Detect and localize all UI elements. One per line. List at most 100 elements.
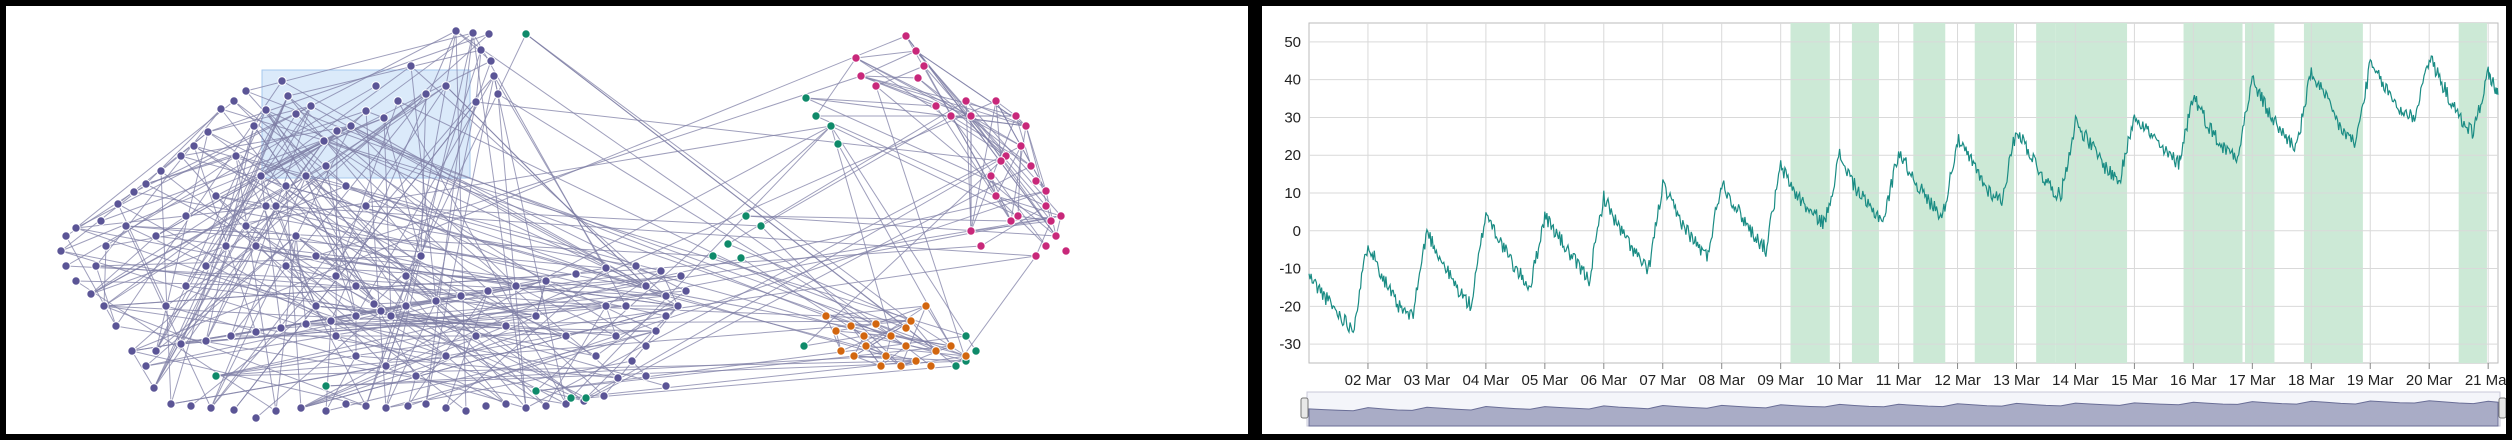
graph-node-purple[interactable] [71,276,81,286]
graph-node-purple[interactable] [641,371,651,381]
graph-node-purple[interactable] [484,29,494,39]
graph-node-green[interactable] [566,393,576,403]
graph-node-purple[interactable] [376,306,386,316]
graph-node-purple[interactable] [229,96,239,106]
graph-node-green[interactable] [723,239,733,249]
graph-node-green[interactable] [531,386,541,396]
graph-node-purple[interactable] [296,403,306,413]
graph-node-purple[interactable] [661,311,671,321]
graph-node-magenta[interactable] [1061,246,1071,256]
graph-node-purple[interactable] [681,286,691,296]
graph-node-green[interactable] [521,29,531,39]
graph-node-purple[interactable] [151,346,161,356]
graph-node-purple[interactable] [489,71,499,81]
graph-node-green[interactable] [951,361,961,371]
graph-node-purple[interactable] [141,179,151,189]
graph-node-purple[interactable] [61,261,71,271]
graph-node-magenta[interactable] [1046,216,1056,226]
graph-node-orange[interactable] [921,301,931,311]
graph-node-purple[interactable] [341,399,351,409]
graph-node-purple[interactable] [406,61,416,71]
graph-node-purple[interactable] [271,406,281,416]
graph-node-purple[interactable] [211,191,221,201]
graph-node-orange[interactable] [821,311,831,321]
graph-node-purple[interactable] [661,291,671,301]
graph-node-magenta[interactable] [911,46,921,56]
graph-node-purple[interactable] [421,399,431,409]
graph-node-magenta[interactable] [1031,176,1041,186]
graph-node-purple[interactable] [541,401,551,411]
graph-node-purple[interactable] [461,406,471,416]
graph-node-purple[interactable] [441,81,451,91]
graph-node-purple[interactable] [221,241,231,251]
graph-node-magenta[interactable] [919,61,929,71]
graph-node-green[interactable] [971,346,981,356]
graph-node-orange[interactable] [886,331,896,341]
graph-node-purple[interactable] [486,56,496,66]
graph-node-purple[interactable] [256,171,266,181]
graph-node-purple[interactable] [111,321,121,331]
graph-node-orange[interactable] [946,341,956,351]
network-graph-panel[interactable] [6,6,1248,434]
graph-node-green[interactable] [826,121,836,131]
graph-node-magenta[interactable] [991,96,1001,106]
graph-node-magenta[interactable] [961,96,971,106]
graph-node-purple[interactable] [149,383,159,393]
graph-node-orange[interactable] [911,356,921,366]
graph-node-purple[interactable] [341,181,351,191]
graph-node-purple[interactable] [321,406,331,416]
graph-node-purple[interactable] [271,201,281,211]
graph-node-purple[interactable] [161,301,171,311]
graph-node-purple[interactable] [277,76,287,86]
graph-node-purple[interactable] [601,301,611,311]
graph-node-magenta[interactable] [931,101,941,111]
graph-node-magenta[interactable] [966,226,976,236]
graph-node-magenta[interactable] [1026,161,1036,171]
graph-node-purple[interactable] [121,221,131,231]
graph-node-magenta[interactable] [1056,211,1066,221]
graph-node-purple[interactable] [281,261,291,271]
graph-node-orange[interactable] [859,331,869,341]
graph-node-purple[interactable] [401,301,411,311]
graph-node-purple[interactable] [611,331,621,341]
graph-node-purple[interactable] [101,241,111,251]
graph-node-purple[interactable] [186,401,196,411]
graph-node-purple[interactable] [641,341,651,351]
graph-node-purple[interactable] [361,106,371,116]
graph-node-purple[interactable] [471,331,481,341]
graph-node-green[interactable] [581,393,591,403]
graph-node-purple[interactable] [71,223,81,233]
graph-node-purple[interactable] [613,373,623,383]
graph-node-purple[interactable] [369,299,379,309]
graph-node-purple[interactable] [141,361,151,371]
graph-node-orange[interactable] [931,346,941,356]
graph-node-purple[interactable] [301,319,311,329]
graph-node-purple[interactable] [229,405,239,415]
graph-node-magenta[interactable] [901,31,911,41]
graph-node-purple[interactable] [651,326,661,336]
graph-node-purple[interactable] [129,187,139,197]
graph-node-purple[interactable] [113,199,123,209]
graph-node-magenta[interactable] [1013,211,1023,221]
graph-node-magenta[interactable] [913,73,923,83]
graph-node-purple[interactable] [156,166,166,176]
graph-node-purple[interactable] [641,281,651,291]
graph-node-purple[interactable] [511,281,521,291]
graph-node-purple[interactable] [351,351,361,361]
graph-node-purple[interactable] [311,301,321,311]
graph-node-magenta[interactable] [966,111,976,121]
graph-node-purple[interactable] [331,331,341,341]
graph-node-purple[interactable] [231,151,241,161]
graph-node-purple[interactable] [476,45,486,55]
graph-node-green[interactable] [708,251,718,261]
graph-node-purple[interactable] [456,291,466,301]
graph-node-purple[interactable] [381,361,391,371]
graph-node-green[interactable] [799,341,809,351]
graph-node-green[interactable] [736,253,746,263]
graph-node-purple[interactable] [261,105,271,115]
graph-node-orange[interactable] [901,323,911,333]
graph-node-purple[interactable] [201,336,211,346]
graph-node-magenta[interactable] [1041,201,1051,211]
graph-node-purple[interactable] [468,28,478,38]
graph-node-purple[interactable] [501,321,511,331]
